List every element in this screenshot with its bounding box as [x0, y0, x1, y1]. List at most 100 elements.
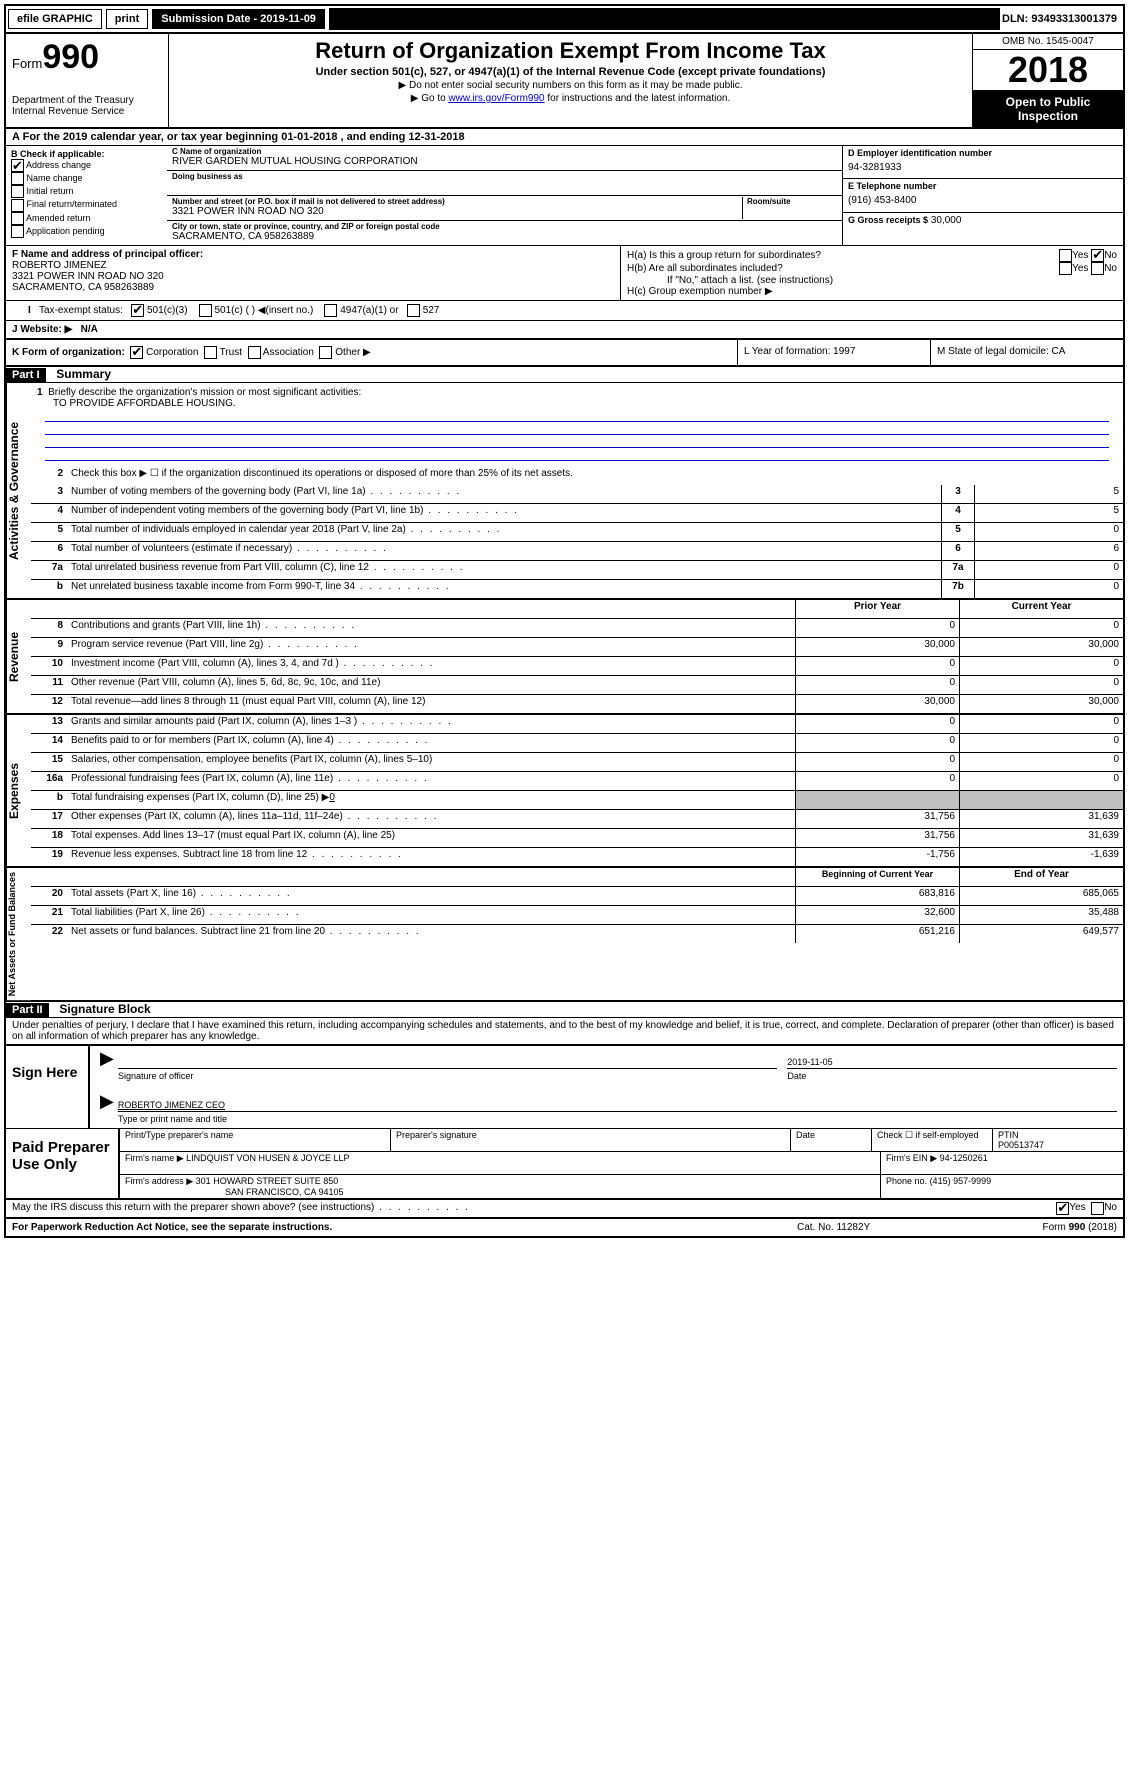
- cb-assoc[interactable]: [248, 346, 261, 359]
- netassets-label: Net Assets or Fund Balances: [6, 868, 31, 1000]
- discuss-yes-cb[interactable]: [1056, 1202, 1069, 1215]
- org-name-label: C Name of organization: [172, 147, 837, 156]
- governance-section: Activities & Governance 1 Briefly descri…: [6, 383, 1123, 600]
- line-9: Program service revenue (Part VIII, line…: [67, 638, 795, 656]
- mission-underline: [45, 411, 1109, 422]
- ha-no-cb[interactable]: [1091, 249, 1104, 262]
- ein-val: 94-3281933: [848, 162, 1118, 173]
- line-11: Other revenue (Part VIII, column (A), li…: [67, 676, 795, 694]
- line-20: Total assets (Part X, line 16): [67, 887, 795, 905]
- print-button[interactable]: print: [106, 9, 148, 29]
- block-de: D Employer identification number 94-3281…: [842, 146, 1123, 245]
- mission-text: TO PROVIDE AFFORDABLE HOUSING.: [37, 398, 236, 409]
- form-container: efile GRAPHIC print Submission Date - 20…: [4, 4, 1125, 1238]
- line-12: Total revenue—add lines 8 through 11 (mu…: [67, 695, 795, 713]
- dept-treasury: Department of the Treasury: [12, 95, 162, 106]
- header-right: OMB No. 1545-0047 2018 Open to Public In…: [972, 34, 1123, 127]
- ha-yes-cb[interactable]: [1059, 249, 1072, 262]
- hb-note: If "No," attach a list. (see instruction…: [627, 275, 1117, 286]
- cb-4947[interactable]: [324, 304, 337, 317]
- website-val: N/A: [81, 324, 98, 335]
- line-2: Check this box ▶ ☐ if the organization d…: [67, 467, 1123, 485]
- website-row: J Website: ▶ N/A: [6, 321, 1123, 340]
- cb-amended[interactable]: Amended return: [11, 212, 162, 225]
- form-word: Form: [12, 56, 42, 71]
- identity-row: B Check if applicable: Address change Na…: [6, 146, 1123, 246]
- discuss-text: May the IRS discuss this return with the…: [12, 1202, 1056, 1215]
- line-14: Benefits paid to or for members (Part IX…: [67, 734, 795, 752]
- cb-final-return[interactable]: Final return/terminated: [11, 198, 162, 211]
- k-cell: K Form of organization: Corporation Trus…: [6, 340, 737, 365]
- open-public-label: Open to Public Inspection: [973, 91, 1123, 127]
- prep-date-header: Date: [791, 1129, 872, 1151]
- firm-name-cell: Firm's name ▶ LINDQUIST VON HUSEN & JOYC…: [120, 1152, 881, 1174]
- firm-ein-cell: Firm's EIN ▶ 94-1250261: [881, 1152, 1123, 1174]
- cb-app-pending[interactable]: Application pending: [11, 225, 162, 238]
- line-18: Total expenses. Add lines 13–17 (must eq…: [67, 829, 795, 847]
- preparer-title: Paid Preparer Use Only: [6, 1129, 120, 1198]
- form-990-number: 990: [42, 38, 99, 76]
- cb-address-change[interactable]: Address change: [11, 159, 162, 172]
- goto-note: Go to www.irs.gov/Form990 for instructio…: [177, 93, 964, 104]
- cb-501c3[interactable]: [131, 304, 144, 317]
- efile-button[interactable]: efile GRAPHIC: [8, 9, 102, 29]
- website-label: J Website: ▶: [12, 324, 72, 335]
- perjury-text: Under penalties of perjury, I declare th…: [6, 1018, 1123, 1044]
- line-17: Other expenses (Part IX, column (A), lin…: [67, 810, 795, 828]
- irs-label: Internal Revenue Service: [12, 106, 162, 117]
- gross-val: 30,000: [931, 215, 962, 226]
- phone-val: (916) 453-8400: [848, 195, 1118, 206]
- cb-trust[interactable]: [204, 346, 217, 359]
- cb-527[interactable]: [407, 304, 420, 317]
- city-val: SACRAMENTO, CA 958263889: [172, 231, 837, 242]
- org-name: RIVER GARDEN MUTUAL HOUSING CORPORATION: [172, 156, 837, 167]
- firm-phone-cell: Phone no. (415) 957-9999: [881, 1175, 1123, 1198]
- section-fh: F Name and address of principal officer:…: [6, 246, 1123, 301]
- cb-corp[interactable]: [130, 346, 143, 359]
- line-8: Contributions and grants (Part VIII, lin…: [67, 619, 795, 637]
- f-label: F Name and address of principal officer:: [12, 249, 614, 260]
- line-7a: Total unrelated business revenue from Pa…: [67, 561, 941, 579]
- sig-officer-label: Signature of officer: [118, 1071, 777, 1081]
- begin-year-header: Beginning of Current Year: [795, 868, 959, 886]
- dln-label: DLN: 93493313001379: [1002, 13, 1123, 25]
- cb-501c[interactable]: [199, 304, 212, 317]
- firm-addr-cell: Firm's address ▶ 301 HOWARD STREET SUITE…: [120, 1175, 881, 1198]
- line-16b: Total fundraising expenses (Part IX, col…: [67, 791, 795, 809]
- block-b-title: B Check if applicable:: [11, 149, 162, 159]
- part2-badge: Part II: [6, 1003, 49, 1017]
- line-22: Net assets or fund balances. Subtract li…: [67, 925, 795, 943]
- hb-no-cb[interactable]: [1091, 262, 1104, 275]
- cat-no: Cat. No. 11282Y: [797, 1222, 977, 1233]
- line-13: Grants and similar amounts paid (Part IX…: [67, 715, 795, 733]
- cb-other[interactable]: [319, 346, 332, 359]
- line-10: Investment income (Part VIII, column (A)…: [67, 657, 795, 675]
- addr-label: Number and street (or P.O. box if mail i…: [172, 197, 742, 206]
- f-name: ROBERTO JIMENEZ: [12, 260, 614, 271]
- form-header: Form990 Department of the Treasury Inter…: [6, 34, 1123, 129]
- tax-period-row: A For the 2019 calendar year, or tax yea…: [6, 129, 1123, 146]
- subtitle: Under section 501(c), 527, or 4947(a)(1)…: [177, 66, 964, 78]
- irs-link[interactable]: www.irs.gov/Form990: [448, 93, 544, 104]
- cb-name-change[interactable]: Name change: [11, 172, 162, 185]
- line-3: Number of voting members of the governin…: [67, 485, 941, 503]
- ssn-note: Do not enter social security numbers on …: [177, 80, 964, 91]
- part1-header-row: Part I Summary: [6, 367, 1123, 383]
- form-footer: Form 990 (2018): [977, 1222, 1117, 1233]
- sig-arrow-icon: ▶: [96, 1048, 118, 1069]
- prep-selfemp[interactable]: Check ☐ if self-employed: [872, 1129, 993, 1151]
- part1-title: Summary: [48, 367, 111, 381]
- cb-initial-return[interactable]: Initial return: [11, 185, 162, 198]
- block-c: C Name of organization RIVER GARDEN MUTU…: [167, 146, 842, 245]
- officer-sig-field[interactable]: [118, 1067, 777, 1069]
- sign-block: Sign Here ▶ 2019-11-05 Signature of offi…: [6, 1044, 1123, 1129]
- prior-year-header: Prior Year: [795, 600, 959, 618]
- ein-label: D Employer identification number: [848, 148, 1118, 158]
- footer-row: For Paperwork Reduction Act Notice, see …: [6, 1219, 1123, 1236]
- preparer-block: Paid Preparer Use Only Print/Type prepar…: [6, 1129, 1123, 1200]
- main-title: Return of Organization Exempt From Incom…: [177, 38, 964, 64]
- part2-header-row: Part II Signature Block: [6, 1002, 1123, 1018]
- tax-period-text: For the 2019 calendar year, or tax year …: [23, 131, 465, 143]
- hb-yes-cb[interactable]: [1059, 262, 1072, 275]
- discuss-no-cb[interactable]: [1091, 1202, 1104, 1215]
